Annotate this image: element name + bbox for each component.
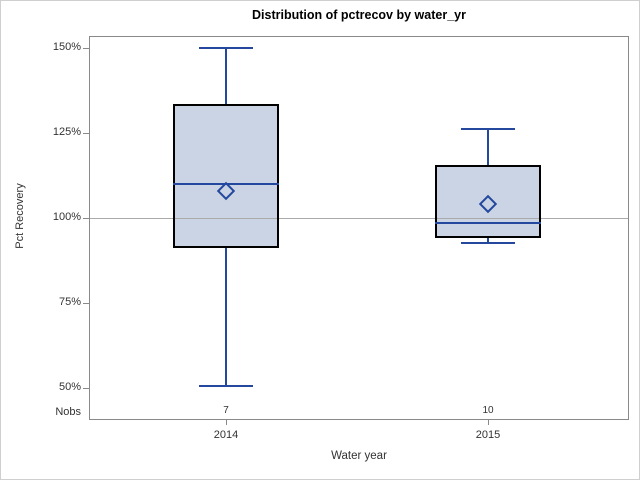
y-tick-label-50: 50%: [58, 381, 81, 393]
y-tick-mark-50: [83, 388, 89, 389]
plot-frame: [89, 36, 629, 420]
whisker-cap-max-2015: [461, 128, 515, 130]
median-line-2014: [173, 183, 279, 185]
y-tick-label-125: 125%: [52, 126, 81, 138]
y-tick-mark-150: [83, 48, 89, 49]
y-tick-mark-75: [83, 303, 89, 304]
whisker-upper-2014: [225, 48, 227, 104]
box-fill-2014: [173, 104, 279, 248]
whisker-cap-min-2015: [461, 242, 515, 244]
nobs-row-label: Nobs: [55, 406, 81, 418]
nobs-value-2015: 10: [482, 405, 494, 416]
x-tick-mark-2014: [226, 420, 227, 425]
median-line-2015: [435, 222, 541, 224]
x-tick-mark-2015: [488, 420, 489, 425]
box-outline-2014: [173, 104, 279, 248]
x-axis-label: Water year: [331, 450, 387, 462]
y-tick-mark-125: [83, 133, 89, 134]
whisker-lower-2014: [225, 248, 227, 386]
x-tick-label-2014: 2014: [213, 429, 239, 441]
nobs-value-2014: 7: [223, 405, 229, 416]
y-tick-mark-100: [83, 218, 89, 219]
y-tick-label-100: 100%: [52, 211, 81, 223]
whisker-cap-max-2014: [199, 47, 253, 49]
y-tick-label-150: 150%: [52, 41, 81, 53]
reference-line-100pct: [90, 218, 628, 219]
chart-title: Distribution of pctrecov by water_yr: [252, 8, 466, 22]
whisker-cap-min-2014: [199, 385, 253, 387]
box-fill-2015: [435, 165, 541, 238]
whisker-upper-2015: [487, 129, 489, 165]
box-outline-2015: [435, 165, 541, 238]
y-tick-label-75: 75%: [58, 296, 81, 308]
x-tick-label-2015: 2015: [475, 429, 501, 441]
whisker-lower-2015: [487, 238, 489, 243]
